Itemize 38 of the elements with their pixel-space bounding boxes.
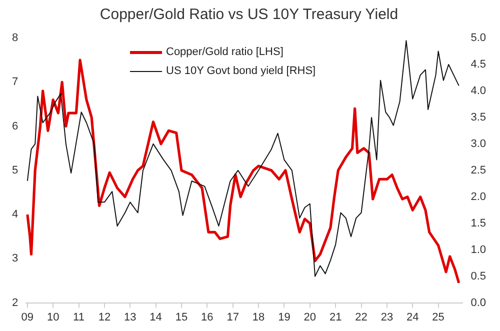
y-tick-label: 3 xyxy=(12,252,18,265)
x-tick-label: 21 xyxy=(329,311,342,324)
x-tick-label: 16 xyxy=(201,311,214,324)
y2-tick-label: 3.0 xyxy=(470,138,486,150)
x-tick-label: 13 xyxy=(124,311,136,324)
y-tick-label: 6 xyxy=(12,120,18,132)
y2-tick-label: 2.5 xyxy=(470,164,486,176)
y2-tick-label: 5.0 xyxy=(470,32,486,44)
y2-tick-label: 3.5 xyxy=(470,111,486,124)
x-tick-label: 10 xyxy=(46,311,60,324)
y-tick-label: 5 xyxy=(12,164,18,176)
y2-tick-label: 2.0 xyxy=(470,190,486,203)
x-tick-label: 11 xyxy=(73,311,84,324)
x-tick-label: 17 xyxy=(226,311,239,324)
y2-tick-label: 0.5 xyxy=(470,270,486,282)
x-tick-label: 09 xyxy=(21,311,34,324)
x-tick-label: 24 xyxy=(406,311,419,324)
y2-tick-label: 1.5 xyxy=(470,217,486,230)
chart-title: Copper/Gold Ratio vs US 10Y Treasury Yield xyxy=(100,6,398,24)
x-tick-label: 15 xyxy=(175,311,188,324)
y-tick-label: 2 xyxy=(12,296,18,309)
y2-tick-label: 4.5 xyxy=(470,58,486,71)
x-tick-label: 22 xyxy=(355,311,368,324)
y-tick-label: 8 xyxy=(12,32,18,44)
x-tick-label: 20 xyxy=(304,311,316,324)
y2-tick-label: 0.0 xyxy=(470,296,486,309)
x-tick-label: 19 xyxy=(278,311,290,324)
x-tick-label: 14 xyxy=(150,311,162,324)
y-tick-label: 7 xyxy=(12,76,18,88)
y2-tick-label: 4.0 xyxy=(470,84,486,97)
x-tick-label: 25 xyxy=(432,311,444,324)
y-tick-label: 4 xyxy=(12,208,18,221)
legend-label: US 10Y Govt bond yield [RHS] xyxy=(166,65,316,77)
x-tick-label: 23 xyxy=(380,311,394,324)
y2-tick-label: 1.0 xyxy=(470,244,486,256)
x-tick-label: 12 xyxy=(98,311,111,324)
legend-label: Copper/Gold ratio [LHS] xyxy=(166,46,284,58)
x-tick-label: 18 xyxy=(252,311,265,324)
